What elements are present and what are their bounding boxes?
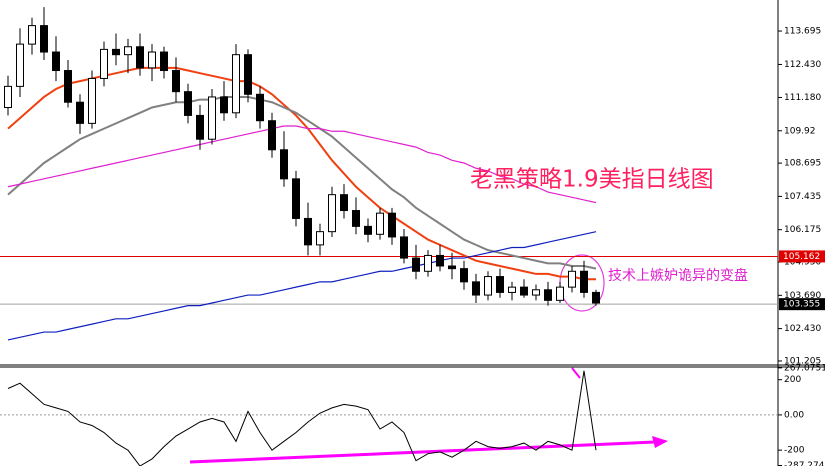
candle-body xyxy=(400,236,408,259)
candle-body xyxy=(304,217,312,246)
y-tick-label: 113.695 xyxy=(784,27,821,37)
candle-body xyxy=(556,286,564,301)
candle-body xyxy=(340,194,348,212)
candle-body xyxy=(364,225,372,235)
indicator-line xyxy=(7,95,597,270)
y-tick-label: 267.0751 xyxy=(784,363,825,373)
y-tick-label: 101.205 xyxy=(784,356,821,366)
candle-body xyxy=(64,70,72,103)
candle-body xyxy=(568,270,576,288)
price-label: 103.355 xyxy=(783,300,820,310)
price-label-box xyxy=(779,250,825,263)
y-tick-label: 112.430 xyxy=(784,60,821,70)
candle-body xyxy=(112,48,120,56)
candle-body xyxy=(184,91,192,116)
candle-body xyxy=(592,291,600,304)
candle-body xyxy=(268,120,276,151)
oscillator-line xyxy=(7,370,597,466)
candle-body xyxy=(88,77,96,124)
y-tick-label: 0.00 xyxy=(784,410,804,420)
peak-arrow xyxy=(571,367,581,379)
candle-body xyxy=(460,268,468,283)
candle-body xyxy=(484,276,492,296)
price-label-box xyxy=(779,298,825,311)
candle-body xyxy=(16,43,24,87)
candle-body xyxy=(160,51,168,72)
arrow-head xyxy=(652,436,668,448)
y-tick-label: 104.950 xyxy=(784,258,821,268)
candle-body xyxy=(436,254,444,267)
indicator-line xyxy=(7,231,597,341)
candle-body xyxy=(376,212,384,235)
candle-body xyxy=(508,286,516,293)
y-tick-label: 106.175 xyxy=(784,225,821,235)
y-tick-label: 102.430 xyxy=(784,324,821,334)
candle-body xyxy=(412,257,420,272)
candle-body xyxy=(424,254,432,272)
candle-body xyxy=(520,286,528,296)
candle-body xyxy=(40,25,48,53)
y-tick-label: -287.274 xyxy=(784,461,825,466)
candle-body xyxy=(256,93,264,122)
candle-body xyxy=(76,101,84,124)
candle-body xyxy=(136,46,144,69)
candle-body xyxy=(28,25,36,45)
candle-body xyxy=(388,212,396,238)
candle-body xyxy=(532,289,540,296)
candle-body xyxy=(196,114,204,140)
candle-body xyxy=(472,281,480,296)
candle-body xyxy=(208,96,216,140)
y-tick-label: 103.690 xyxy=(784,291,821,301)
candle-body xyxy=(244,54,252,95)
candle-body xyxy=(544,289,552,301)
candle-body xyxy=(448,265,456,270)
y-tick-label: 108.695 xyxy=(784,159,821,169)
indicator-line xyxy=(7,125,597,204)
y-tick-label: 109.92 xyxy=(784,126,816,136)
y-tick-label: 107.435 xyxy=(784,192,821,202)
candle-body xyxy=(580,270,588,293)
candle-body xyxy=(280,149,288,180)
candle-body xyxy=(220,96,228,114)
candle-body xyxy=(316,231,324,246)
y-tick-label: -200 xyxy=(784,446,805,456)
candle-body xyxy=(328,194,336,233)
candle-body xyxy=(124,46,132,56)
candle-body xyxy=(52,51,60,72)
candle-body xyxy=(100,48,108,79)
candle-body xyxy=(232,54,240,114)
annotation: 技术上嫉妒诡异的变盘 xyxy=(608,267,748,284)
candle-body xyxy=(292,178,300,219)
chart-title: 老黑策略1.9美指日线图 xyxy=(470,167,714,193)
candle-body xyxy=(352,210,360,227)
trend-arrow xyxy=(189,440,656,464)
candle-body xyxy=(4,85,12,109)
candle-body xyxy=(172,70,180,93)
candle-body xyxy=(148,51,156,69)
candle-body xyxy=(496,276,504,293)
price-label: 105.162 xyxy=(783,252,820,262)
y-tick-label: 111.180 xyxy=(784,93,821,103)
y-tick-label: 200 xyxy=(784,375,801,385)
